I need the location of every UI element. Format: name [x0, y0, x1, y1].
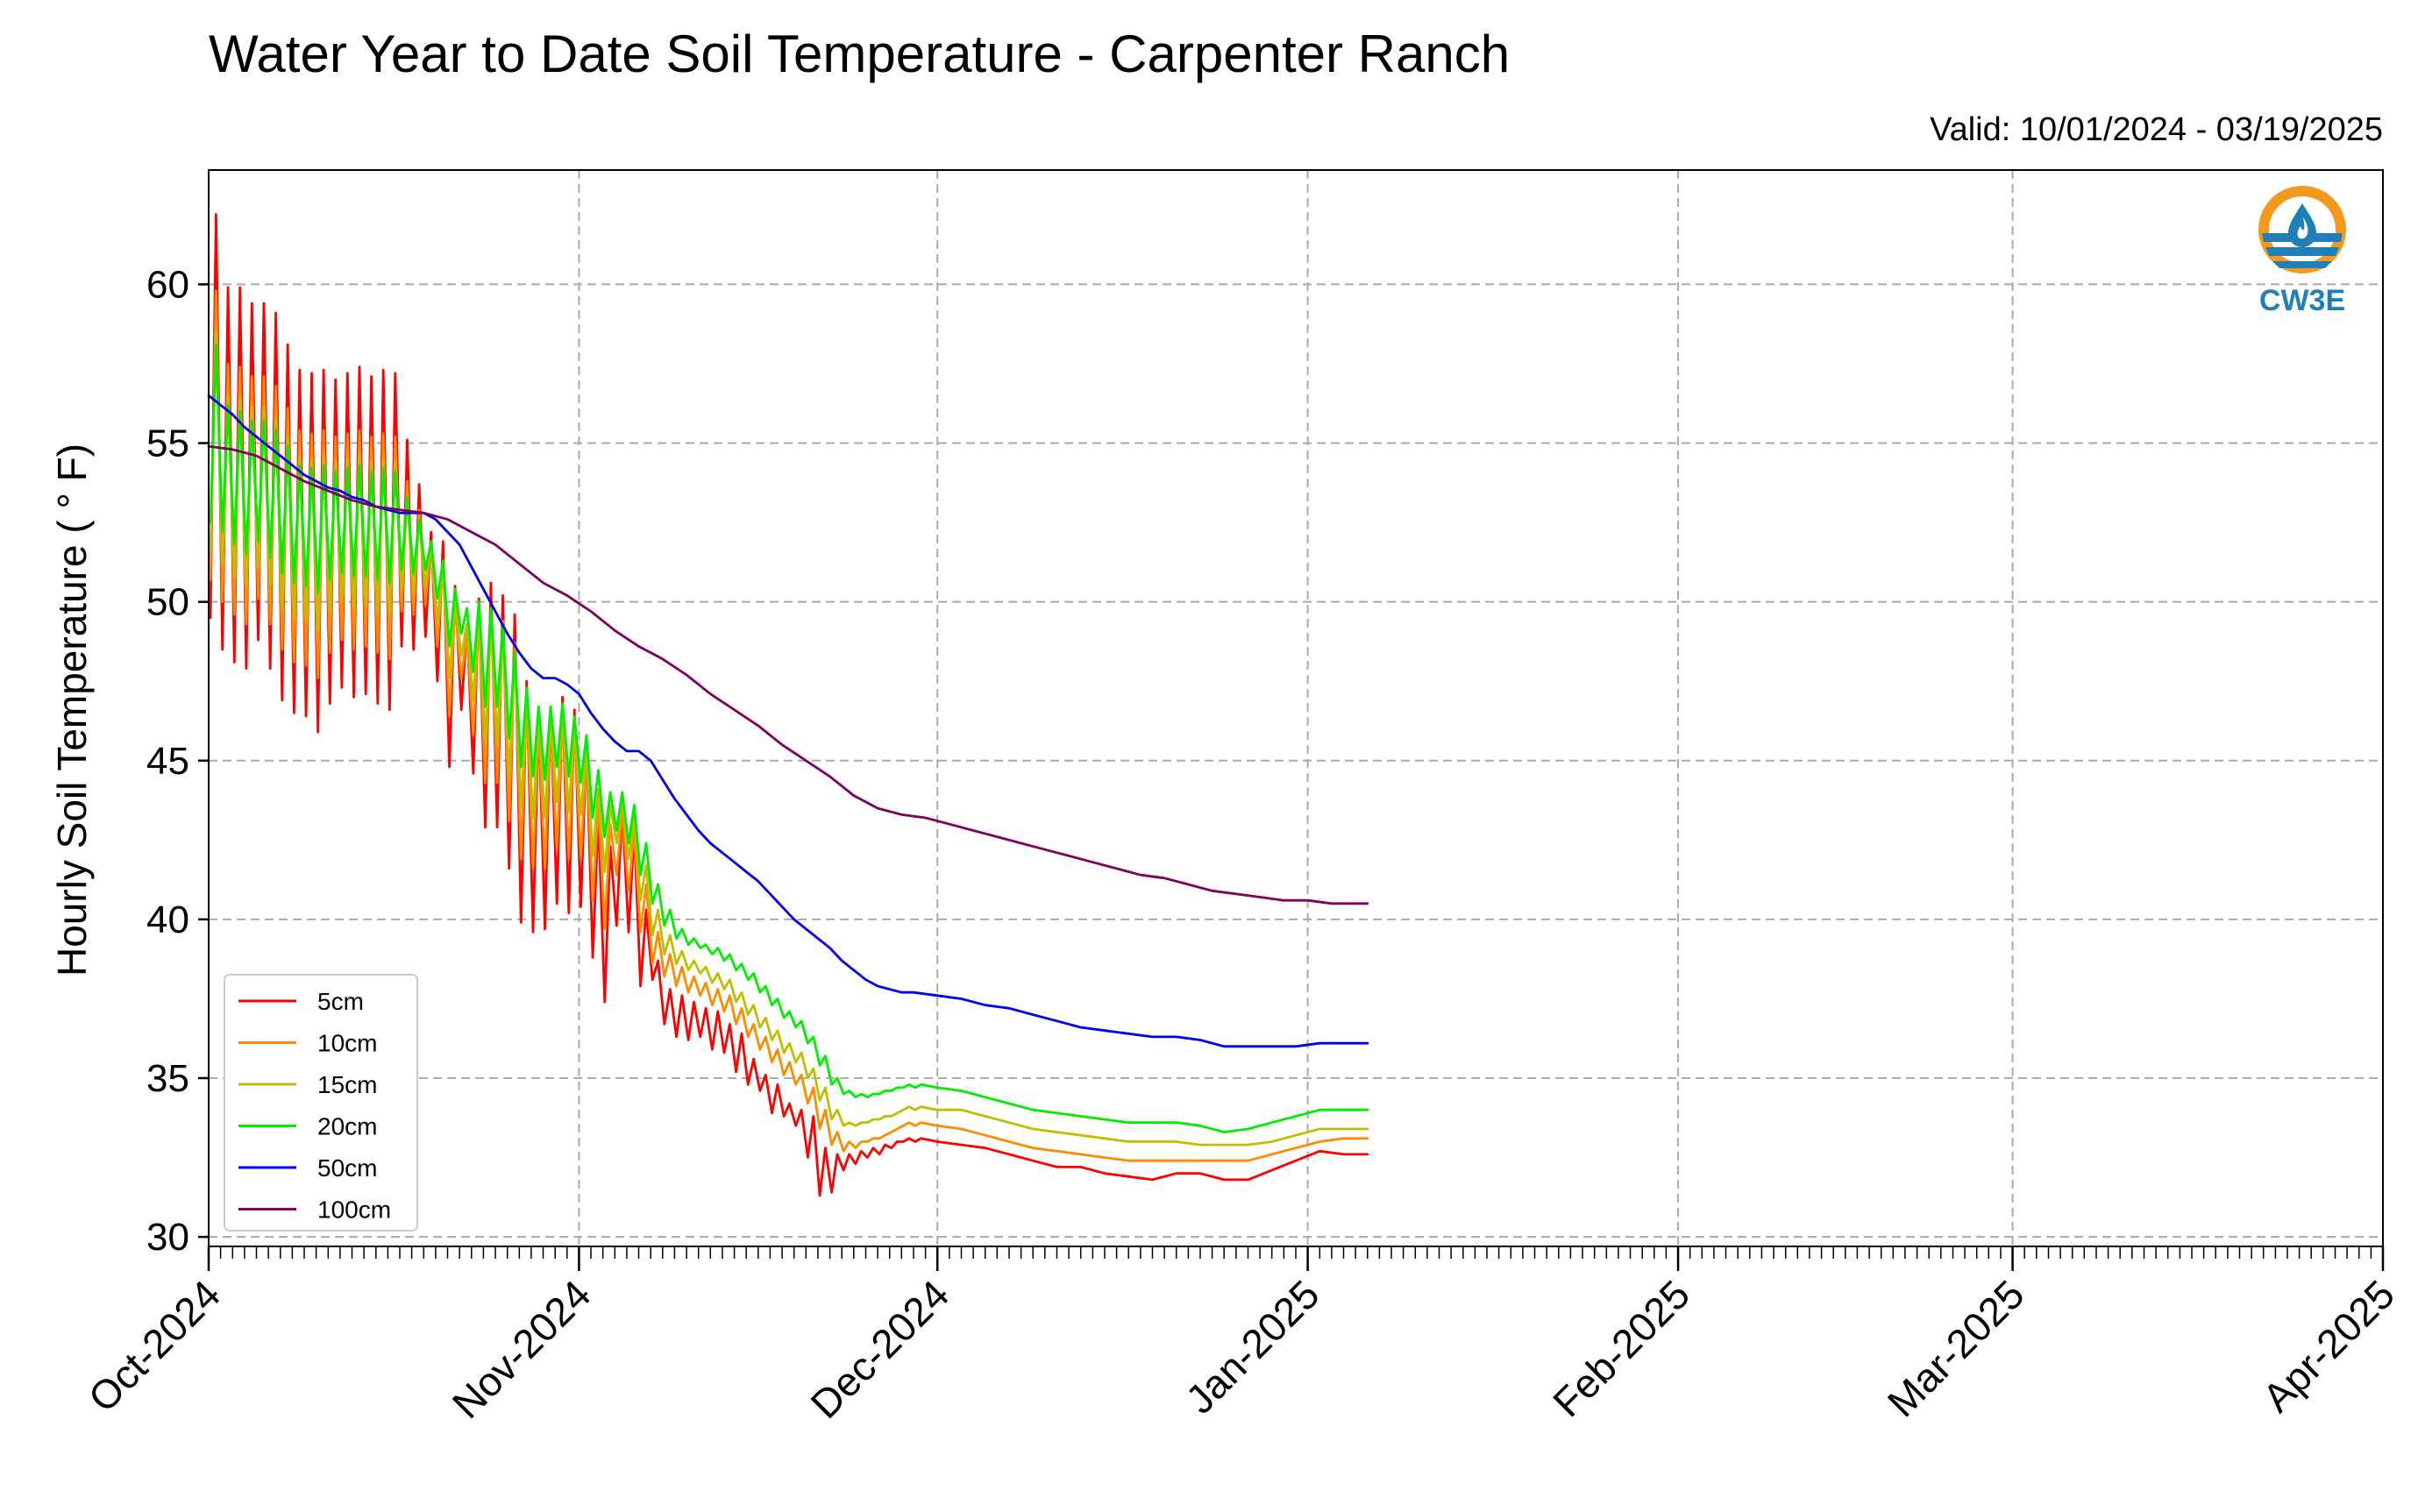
- grid: [209, 170, 2383, 1246]
- droplet-icon: [2288, 203, 2316, 247]
- y-tick-label: 60: [146, 263, 189, 306]
- y-tick-label: 50: [146, 581, 189, 624]
- y-tick-label: 30: [146, 1216, 189, 1259]
- legend-label-5cm: 5cm: [317, 988, 364, 1015]
- cw3e-logo: CW3E: [2258, 186, 2346, 317]
- legend: 5cm 10cm 15cm 20cm 50cm 100cm: [224, 974, 418, 1232]
- y-tick-label: 55: [146, 422, 189, 465]
- series-line-100cm: [207, 444, 1369, 905]
- chart-subtitle: Valid: 10/01/2024 - 03/19/2025: [1930, 111, 2383, 148]
- y-tick-label: 35: [146, 1057, 189, 1100]
- series-lines: [207, 213, 1369, 1197]
- logo-text: CW3E: [2259, 284, 2345, 317]
- y-axis-label: Hourly Soil Temperature ( ° F): [49, 444, 95, 976]
- y-axis: 30 35 40 45 50 55 60: [146, 263, 209, 1259]
- series-line-10cm: [209, 289, 1369, 1162]
- legend-label-15cm: 15cm: [317, 1071, 377, 1098]
- legend-label-50cm: 50cm: [317, 1154, 377, 1182]
- flame-icon: [2297, 217, 2308, 239]
- series-line-50cm: [207, 394, 1369, 1048]
- x-minor-ticks: [208, 1246, 2384, 1259]
- y-tick-label: 40: [146, 898, 189, 941]
- legend-label-100cm: 100cm: [317, 1196, 391, 1224]
- legend-label-20cm: 20cm: [317, 1113, 377, 1140]
- series-line-20cm: [209, 343, 1369, 1133]
- logo-waves: [2262, 233, 2343, 268]
- legend-label-10cm: 10cm: [317, 1030, 377, 1057]
- y-tick-label: 45: [146, 740, 189, 783]
- chart-title: Water Year to Date Soil Temperature - Ca…: [209, 25, 1510, 83]
